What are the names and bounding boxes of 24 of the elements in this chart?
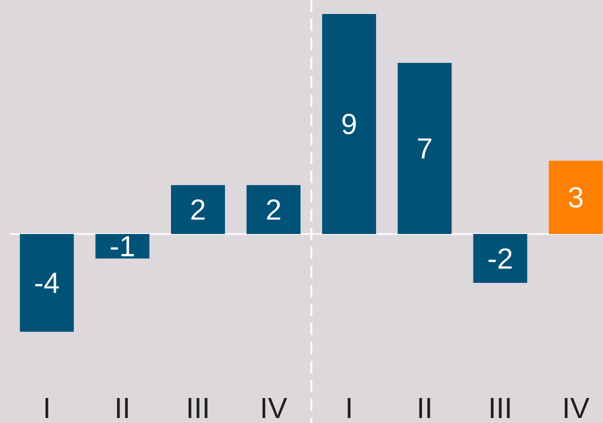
x-tick-label: I xyxy=(348,398,350,418)
bar xyxy=(548,160,603,234)
data-label: 3 xyxy=(568,187,583,208)
bar xyxy=(322,14,376,234)
data-label: 7 xyxy=(418,138,432,158)
bar xyxy=(398,62,452,234)
data-label: 2 xyxy=(191,199,205,220)
bar xyxy=(473,234,528,283)
data-label: -4 xyxy=(35,272,59,293)
x-tick-label: IV xyxy=(262,398,288,418)
data-label: 2 xyxy=(266,199,280,220)
x-tick-label: I xyxy=(46,398,48,418)
bar xyxy=(95,234,150,258)
bar xyxy=(20,234,74,332)
x-tick-label: III xyxy=(490,398,510,418)
x-tick-label: II xyxy=(419,398,430,418)
bar xyxy=(171,185,225,234)
x-tick-label: II xyxy=(117,398,128,418)
x-tick-label: III xyxy=(188,398,208,418)
data-label: -1 xyxy=(110,236,134,256)
bar xyxy=(246,185,301,234)
data-label: -2 xyxy=(488,248,512,269)
x-tick-label: IV xyxy=(564,398,590,418)
data-label: 9 xyxy=(342,114,356,134)
